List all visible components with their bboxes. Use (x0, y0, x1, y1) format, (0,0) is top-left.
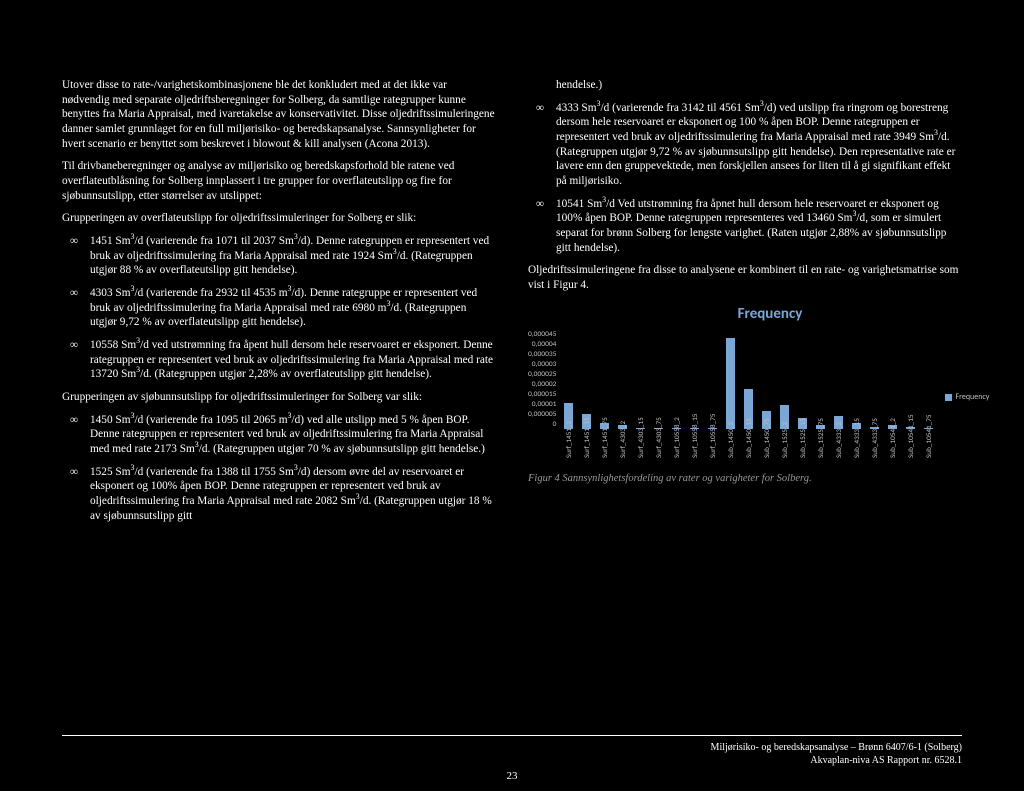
paragraph: Oljedriftssimuleringene fra disse to ana… (528, 263, 962, 292)
chart-title: Frequency (578, 305, 962, 325)
subsea-list-cont: 4333 Sm3/d (varierende fra 3142 til 4561… (528, 101, 962, 256)
paragraph: Grupperingen av sjøbunnsutslipp for olje… (62, 390, 496, 405)
surface-list: 1451 Sm3/d (varierende fra 1071 til 2037… (62, 234, 496, 382)
legend-label: Frequency (955, 392, 989, 402)
legend-swatch (945, 394, 952, 401)
chart-legend: Frequency (945, 392, 989, 402)
list-item: 1450 Sm3/d (varierende fra 1095 til 2065… (90, 413, 496, 457)
list-item: 1451 Sm3/d (varierende fra 1071 til 2037… (90, 234, 496, 278)
chart-yaxis: 0,0000450,000040,0000350,000030,0000250,… (528, 330, 559, 430)
document-page: Utover disse to rate-/varighetskombinasj… (0, 0, 1024, 551)
left-column: Utover disse to rate-/varighetskombinasj… (62, 78, 496, 531)
paragraph: Grupperingen av overflateutslipp for olj… (62, 211, 496, 226)
frequency-chart: Frequency 0,0000450,000040,0000350,00003… (528, 301, 962, 463)
footer-text: Miljørisiko- og beredskapsanalyse – Brøn… (62, 742, 962, 767)
continuation: hendelse.) (528, 78, 962, 93)
page-number: 23 (0, 769, 1024, 783)
list-item: 10558 Sm3/d ved utstrømning fra åpent hu… (90, 338, 496, 382)
list-item: 4333 Sm3/d (varierende fra 3142 til 4561… (556, 101, 962, 189)
chart-area: 0,0000450,000040,0000350,000030,0000250,… (528, 330, 962, 458)
figure-caption: Figur 4 Sannsynlighetsfordeling av rater… (528, 472, 962, 486)
chart-bars: Surf_1451_2Surf_1451_15Surf_1451_75Surf_… (559, 330, 935, 458)
page-footer: Miljørisiko- og beredskapsanalyse – Brøn… (62, 735, 962, 767)
list-item: 1525 Sm3/d (varierende fra 1388 til 1755… (90, 465, 496, 524)
right-column: hendelse.) 4333 Sm3/d (varierende fra 31… (528, 78, 962, 531)
paragraph: Utover disse to rate-/varighetskombinasj… (62, 78, 496, 151)
paragraph: Til drivbaneberegninger og analyse av mi… (62, 159, 496, 203)
subsea-list: 1450 Sm3/d (varierende fra 1095 til 2065… (62, 413, 496, 524)
list-item: 10541 Sm3/d Ved utstrømning fra åpnet hu… (556, 197, 962, 256)
list-item: 4303 Sm3/d (varierende fra 2932 til 4535… (90, 286, 496, 330)
